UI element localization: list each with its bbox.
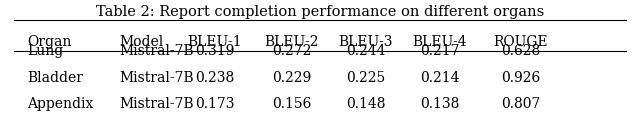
- Text: 0.217: 0.217: [420, 44, 460, 58]
- Text: 0.214: 0.214: [420, 71, 460, 85]
- Text: BLEU-3: BLEU-3: [339, 35, 393, 49]
- Text: Bladder: Bladder: [27, 71, 83, 85]
- Text: 0.156: 0.156: [271, 97, 311, 111]
- Text: 0.319: 0.319: [195, 44, 234, 58]
- Text: Mistral-7B: Mistral-7B: [119, 97, 194, 111]
- Text: Appendix: Appendix: [27, 97, 93, 111]
- Text: Mistral-7B: Mistral-7B: [119, 71, 194, 85]
- Text: BLEU-4: BLEU-4: [413, 35, 467, 49]
- Text: Model: Model: [119, 35, 164, 49]
- Text: 0.229: 0.229: [272, 71, 311, 85]
- Text: Organ: Organ: [27, 35, 71, 49]
- Text: 0.225: 0.225: [346, 71, 385, 85]
- Text: Mistral-7B: Mistral-7B: [119, 44, 194, 58]
- Text: 0.238: 0.238: [195, 71, 234, 85]
- Text: 0.173: 0.173: [195, 97, 235, 111]
- Text: 0.148: 0.148: [346, 97, 386, 111]
- Text: 0.628: 0.628: [501, 44, 540, 58]
- Text: BLEU-1: BLEU-1: [188, 35, 242, 49]
- Text: 0.807: 0.807: [501, 97, 540, 111]
- Text: Table 2: Report completion performance on different organs: Table 2: Report completion performance o…: [96, 5, 544, 19]
- Text: 0.272: 0.272: [271, 44, 311, 58]
- Text: 0.926: 0.926: [501, 71, 540, 85]
- Text: BLEU-2: BLEU-2: [264, 35, 319, 49]
- Text: 0.138: 0.138: [420, 97, 460, 111]
- Text: 0.244: 0.244: [346, 44, 386, 58]
- Text: ROUGE: ROUGE: [493, 35, 548, 49]
- Text: Lung: Lung: [27, 44, 63, 58]
